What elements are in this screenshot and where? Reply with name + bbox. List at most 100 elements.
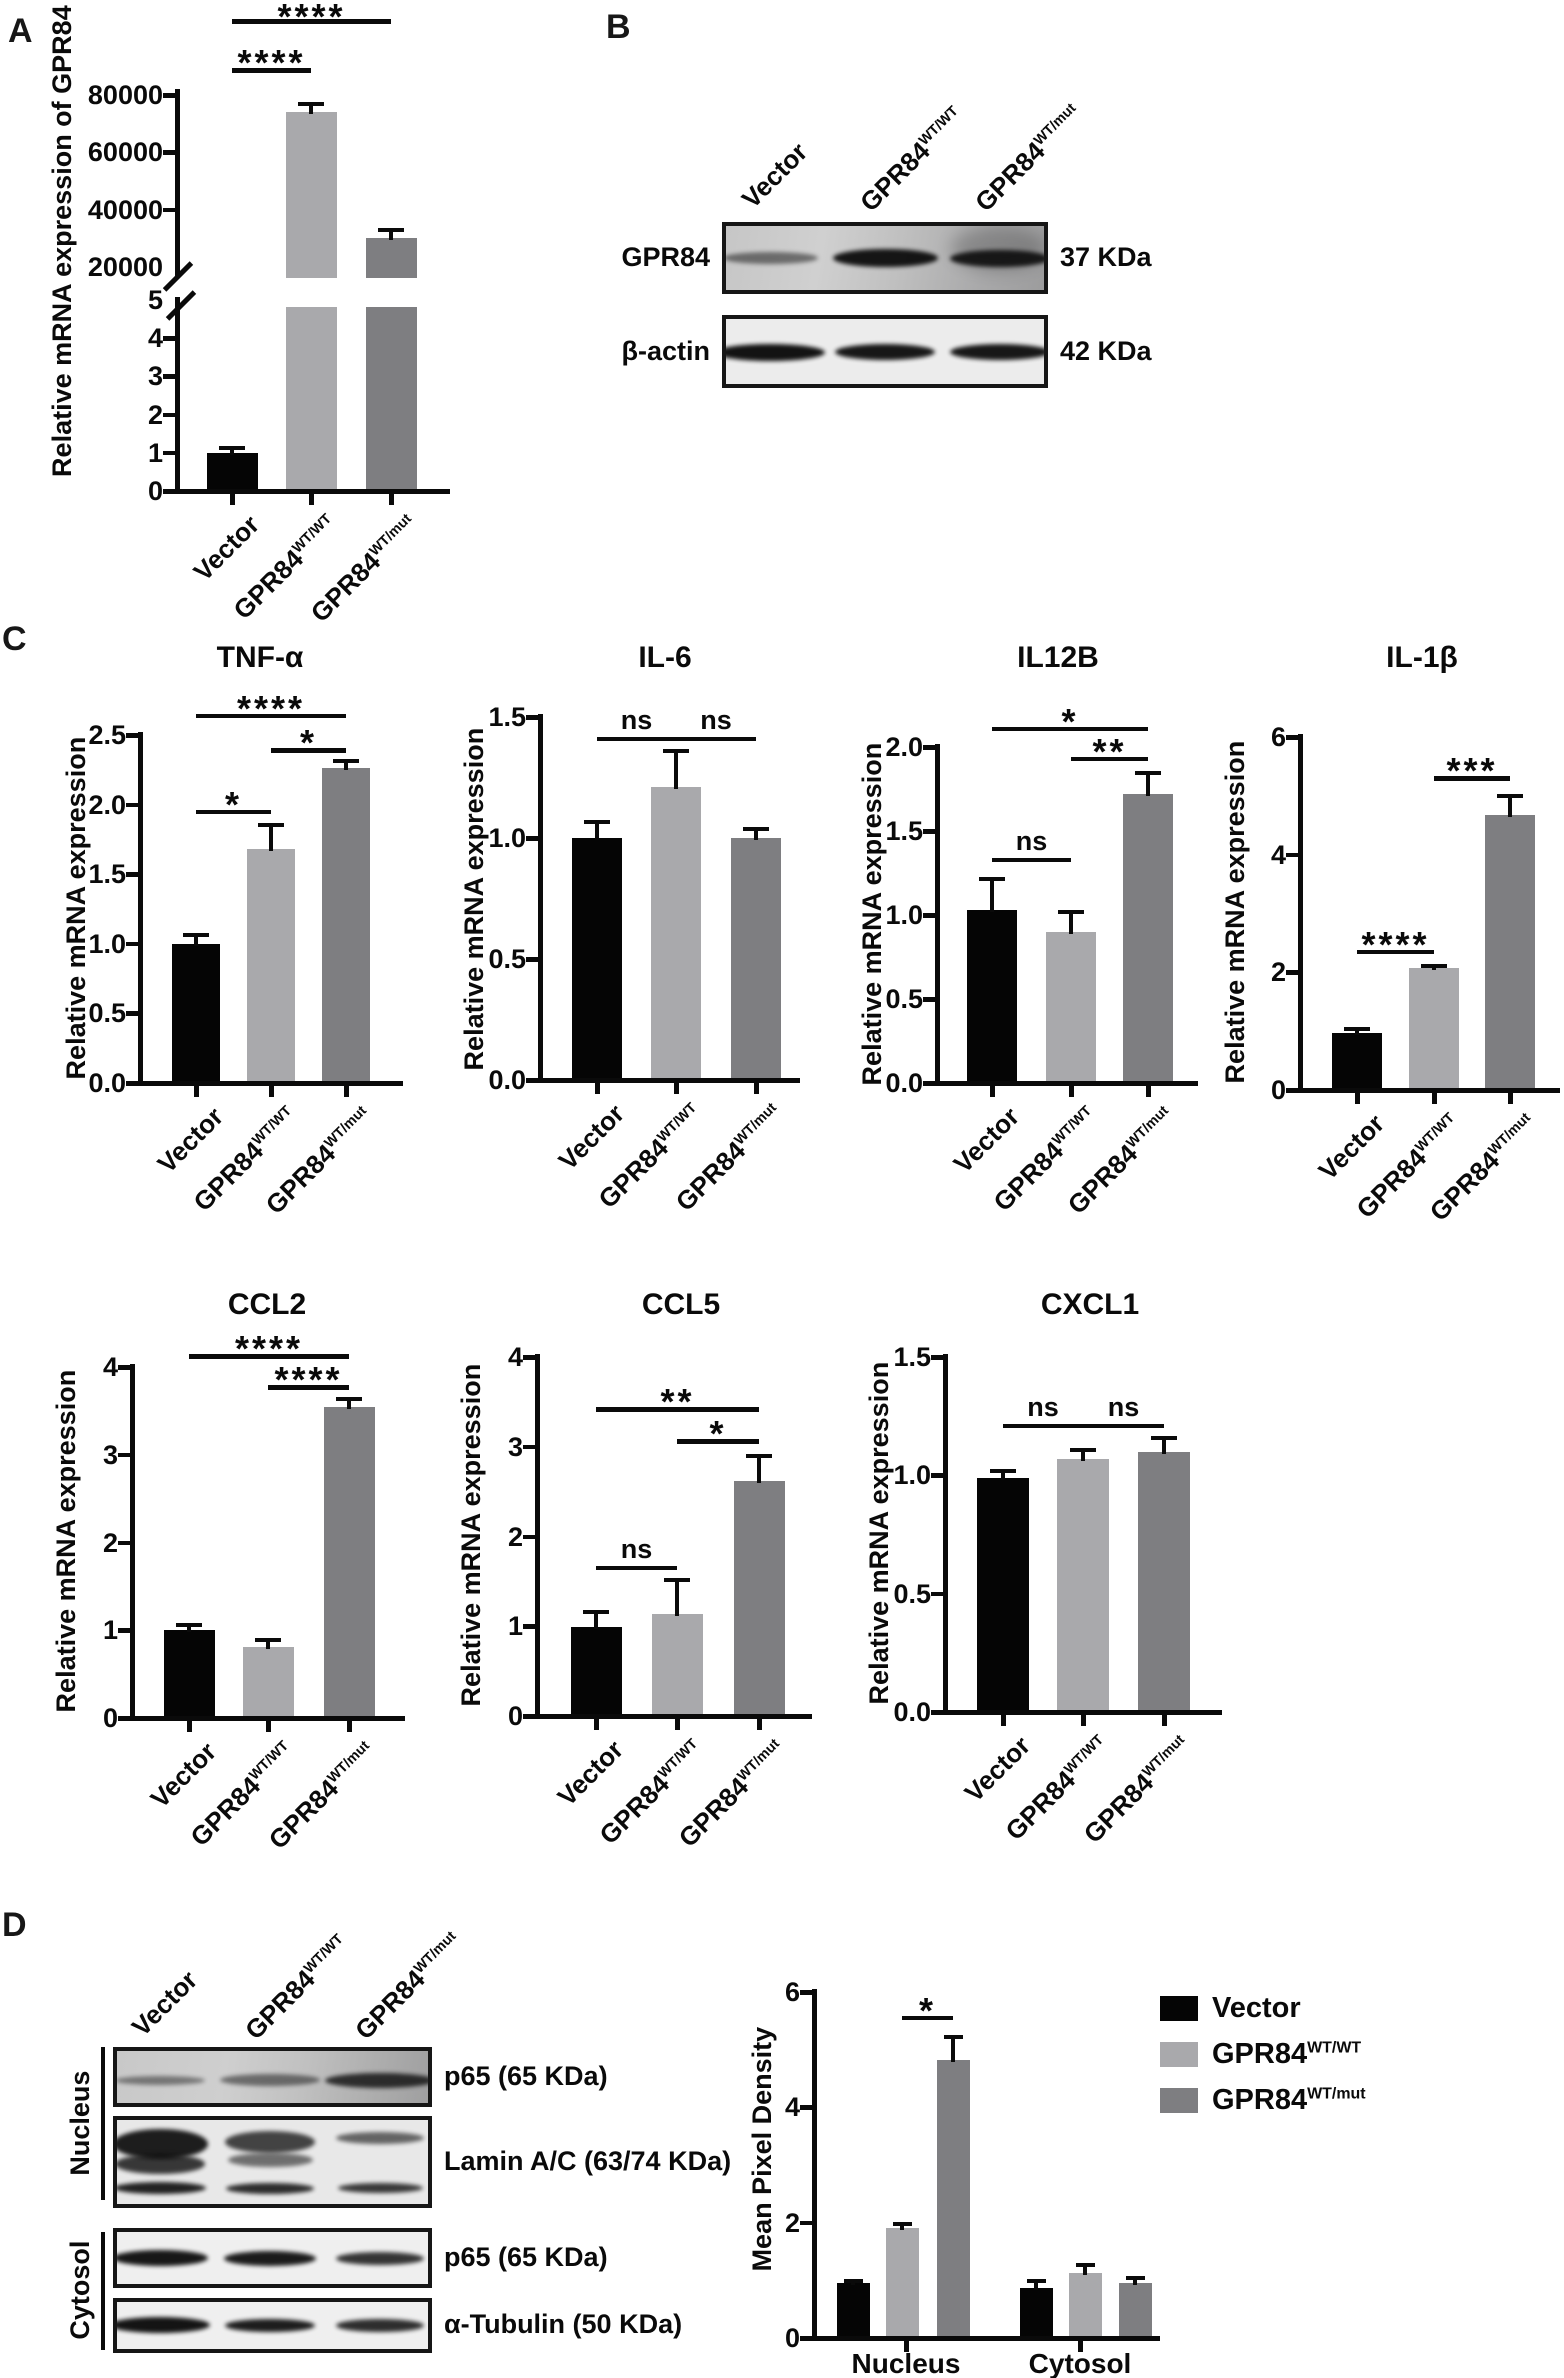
label-text: GPR84 xyxy=(854,135,936,218)
chart-density-legend-label: Vector xyxy=(1212,1992,1301,2024)
chart-tnfa-x-tick xyxy=(194,1085,199,1097)
chart-ccl2-bar xyxy=(163,1630,215,1718)
chart-gpr84-y-tick-label: 0 xyxy=(147,476,163,506)
chart-ccl2-error-bar-cap xyxy=(176,1623,202,1628)
panel-d-lane-label: GPR84WT/WT xyxy=(236,1926,352,2045)
label-superscript: WT/mut xyxy=(734,1735,784,1785)
chart-ccl2-sig-0-line xyxy=(268,1385,349,1390)
chart-tnfa-y-axis xyxy=(138,732,143,1086)
chart-ccl2-y-tick-label: 2 xyxy=(102,1527,118,1558)
chart-gpr84-y-tick xyxy=(163,93,175,98)
chart-gpr84-y-tick-label: 5 xyxy=(147,285,163,315)
chart-il1b-y-tick-label: 6 xyxy=(1270,722,1286,752)
label-superscript: WT/mut xyxy=(1139,1731,1189,1781)
chart-gpr84-x-tick xyxy=(309,493,314,505)
chart-cxcl1-error-bar-cap xyxy=(1070,1447,1096,1452)
chart-density-group-label: Nucleus xyxy=(851,2348,961,2378)
label-text: Vector xyxy=(552,1098,630,1176)
panel-d-blot-3-band xyxy=(225,2318,315,2332)
panel-d-blot-1-band xyxy=(225,2131,315,2153)
chart-gpr84-bar-upper xyxy=(365,238,417,278)
chart-ccl5-sig-0-label: ns xyxy=(620,1533,653,1564)
chart-gpr84-y-axis-lower xyxy=(175,297,180,494)
chart-ccl2-x-tick xyxy=(347,1720,352,1732)
chart-gpr84-sig-0-label: **** xyxy=(237,42,306,83)
label-superscript: WT/WT xyxy=(1061,1731,1108,1778)
chart-ccl2-error-bar-line xyxy=(347,1398,351,1410)
chart-gpr84-x-tick xyxy=(389,493,394,505)
chart-density-error-bar-line xyxy=(1083,2264,1087,2276)
chart-tnfa-error-bar-cap xyxy=(333,758,359,763)
chart-ccl5-y-axis xyxy=(535,1354,540,1719)
chart-tnfa-y-axis-label: Relative mRNA expression xyxy=(60,736,91,1080)
label-text: GPR84 xyxy=(227,543,310,626)
chart-density-y-axis xyxy=(812,1989,817,2341)
chart-cxcl1-x-tick xyxy=(1001,1714,1006,1726)
panel-d-blot-3-band xyxy=(117,2317,210,2333)
chart-cxcl1-error-bar-cap xyxy=(990,1469,1016,1474)
chart-il6-error-bar-line xyxy=(674,750,678,790)
chart-ccl2-error-bar-line xyxy=(266,1639,270,1649)
panel-d-blot-3-band xyxy=(336,2318,424,2332)
panel-d-lane-label: Vector xyxy=(126,1965,203,2042)
chart-cxcl1-y-axis xyxy=(943,1354,948,1715)
chart-ccl2-y-tick xyxy=(118,1628,130,1633)
chart-cxcl1-x-category-label: Vector xyxy=(958,1730,1036,1808)
chart-ccl2-x-axis xyxy=(127,1716,405,1721)
chart-ccl2-y-tick xyxy=(118,1452,130,1458)
chart-il12b-sig-0-label: ns xyxy=(1015,825,1048,856)
chart-tnfa-bar xyxy=(247,849,295,1083)
label-text: Vector xyxy=(125,1964,204,2042)
chart-il6-bar xyxy=(731,838,781,1080)
chart-il12b-error-bar-line xyxy=(990,878,994,912)
panel-b-lane-label: GPR84WT/mut xyxy=(966,95,1085,217)
label-text: GPR84 xyxy=(593,1768,676,1851)
chart-ccl5-x-tick xyxy=(594,1718,599,1730)
label-text: GPR84 xyxy=(184,1770,267,1853)
chart-ccl5-y-tick-label: 3 xyxy=(507,1431,523,1462)
chart-il1b-error-bar-cap xyxy=(1421,964,1447,969)
chart-density-error-bar-cap xyxy=(892,2221,912,2226)
chart-ccl2-error-bar-line xyxy=(187,1624,191,1633)
chart-cxcl1-chart-title: CXCL1 xyxy=(1040,1288,1140,1321)
panel-d-blot-0-band xyxy=(220,2074,320,2086)
chart-cxcl1-bar xyxy=(977,1477,1029,1712)
chart-ccl5-x-tick xyxy=(757,1718,762,1730)
chart-gpr84-bar xyxy=(206,452,258,491)
panel-label-d: D xyxy=(2,1906,27,1944)
panel-d-blot-1-band xyxy=(336,2132,424,2144)
label-text: Vector xyxy=(958,1730,1036,1808)
panel-b-blot-gpr84-band xyxy=(950,249,1044,267)
label-text: Vector xyxy=(1212,1992,1301,2024)
chart-ccl2-y-tick xyxy=(118,1540,130,1545)
chart-ccl5-y-tick-label: 1 xyxy=(507,1611,523,1642)
panel-b-lane-label: GPR84WT/WT xyxy=(851,98,967,217)
chart-cxcl1-y-tick xyxy=(931,1591,943,1597)
panel-label-b: B xyxy=(606,8,631,46)
chart-ccl5-error-bar-cap xyxy=(583,1610,609,1615)
chart-gpr84-bar-lower xyxy=(365,307,417,491)
chart-cxcl1-y-tick-label: 0.0 xyxy=(893,1697,931,1727)
label-superscript: WT/WT xyxy=(246,1737,293,1784)
chart-ccl2-y-tick xyxy=(118,1716,130,1721)
label-text: GPR84 xyxy=(1212,2084,1308,2116)
label-superscript: WT/WT xyxy=(1049,1102,1096,1149)
chart-ccl5-chart-title: CCL5 xyxy=(641,1288,721,1321)
chart-gpr84-error-bar-cap xyxy=(298,101,324,106)
chart-il6-error-bar-cap xyxy=(584,819,610,824)
chart-il1b-bar xyxy=(1332,1032,1382,1090)
chart-cxcl1-bar xyxy=(1057,1458,1109,1712)
chart-ccl5-y-tick xyxy=(523,1355,535,1360)
chart-tnfa-y-tick-label: 0.5 xyxy=(88,998,126,1029)
chart-density-error-bar-cap xyxy=(843,2278,863,2283)
chart-gpr84-error-bar-line xyxy=(230,447,234,455)
chart-ccl2-bar xyxy=(323,1407,375,1718)
chart-il6-y-tick xyxy=(526,836,538,841)
panel-d-cytosol-bracket xyxy=(101,2232,105,2350)
label-text: Vector xyxy=(144,1736,222,1814)
chart-il1b-sig-0-line xyxy=(1357,949,1434,955)
chart-gpr84-x-axis xyxy=(167,489,450,494)
label-text: Vector xyxy=(551,1734,629,1812)
label-superscript: WT/mut xyxy=(321,1102,371,1152)
chart-ccl2-sig-1-line xyxy=(189,1354,349,1359)
